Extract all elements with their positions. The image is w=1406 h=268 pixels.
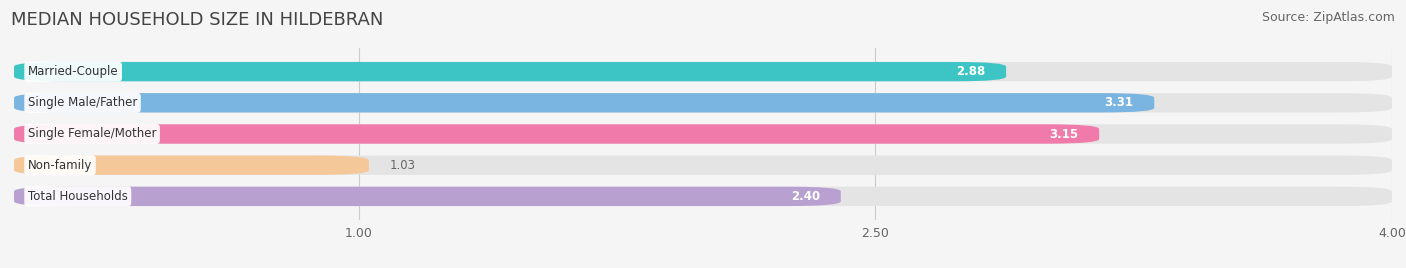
FancyBboxPatch shape [14, 187, 841, 206]
Text: Source: ZipAtlas.com: Source: ZipAtlas.com [1261, 11, 1395, 24]
Text: 3.31: 3.31 [1105, 96, 1133, 109]
Text: Non-family: Non-family [28, 159, 93, 172]
Text: Total Households: Total Households [28, 190, 128, 203]
Text: 3.15: 3.15 [1049, 128, 1078, 140]
Text: Single Female/Mother: Single Female/Mother [28, 128, 156, 140]
FancyBboxPatch shape [14, 62, 1392, 81]
Text: MEDIAN HOUSEHOLD SIZE IN HILDEBRAN: MEDIAN HOUSEHOLD SIZE IN HILDEBRAN [11, 11, 384, 29]
FancyBboxPatch shape [14, 124, 1099, 144]
Text: 2.88: 2.88 [956, 65, 986, 78]
Text: 1.03: 1.03 [389, 159, 416, 172]
FancyBboxPatch shape [14, 155, 1392, 175]
FancyBboxPatch shape [14, 187, 1392, 206]
Text: 2.40: 2.40 [792, 190, 820, 203]
Text: Single Male/Father: Single Male/Father [28, 96, 138, 109]
Text: Married-Couple: Married-Couple [28, 65, 118, 78]
FancyBboxPatch shape [14, 155, 368, 175]
FancyBboxPatch shape [14, 124, 1392, 144]
FancyBboxPatch shape [14, 93, 1154, 113]
FancyBboxPatch shape [14, 62, 1007, 81]
FancyBboxPatch shape [14, 93, 1392, 113]
